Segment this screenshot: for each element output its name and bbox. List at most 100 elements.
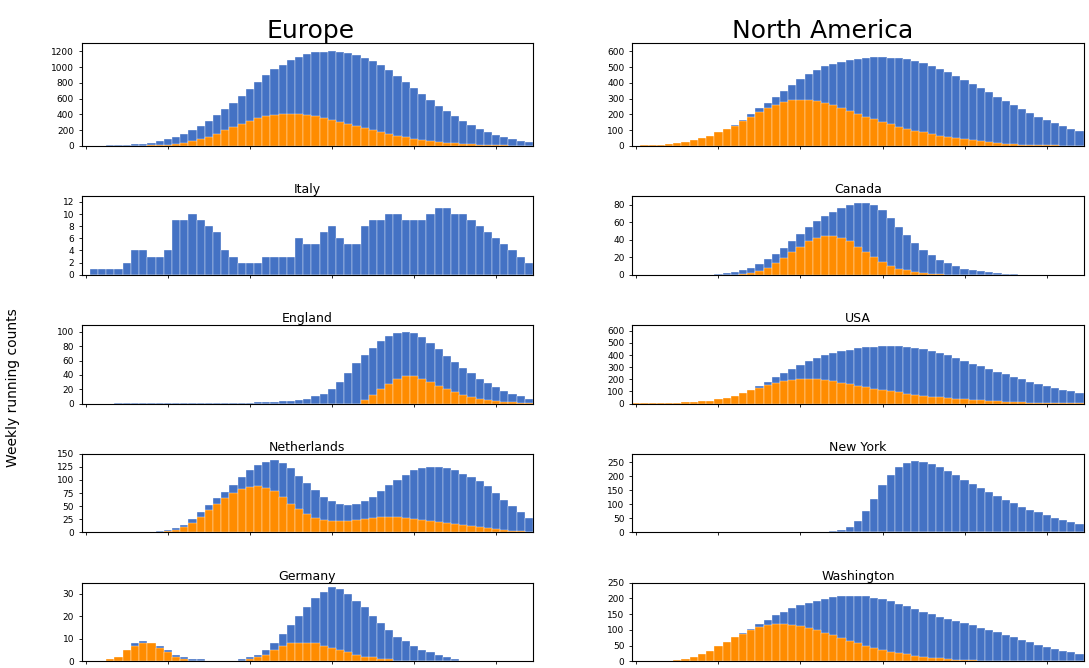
Bar <box>353 55 360 146</box>
Bar <box>451 144 460 146</box>
Bar <box>188 523 196 532</box>
Bar <box>879 390 886 403</box>
Bar <box>1018 402 1026 403</box>
Bar <box>780 373 788 403</box>
Bar <box>722 397 731 403</box>
Bar <box>722 642 731 661</box>
Bar <box>1026 643 1035 661</box>
Bar <box>360 607 369 661</box>
Bar <box>188 141 196 146</box>
Bar <box>492 238 500 275</box>
Bar <box>895 467 903 532</box>
Bar <box>886 601 895 661</box>
Bar <box>821 216 829 275</box>
Bar <box>845 241 854 275</box>
Bar <box>993 496 1002 532</box>
Bar <box>114 657 123 661</box>
Bar <box>369 617 377 661</box>
Bar <box>295 509 303 532</box>
Bar <box>262 75 270 146</box>
Bar <box>262 650 270 661</box>
Bar <box>246 263 254 275</box>
Bar <box>780 624 788 661</box>
Bar <box>156 645 163 661</box>
Bar <box>1067 522 1075 532</box>
Bar <box>360 501 369 532</box>
Bar <box>870 57 879 146</box>
Bar <box>163 250 172 275</box>
Bar <box>1018 640 1026 661</box>
Bar <box>418 468 426 532</box>
Bar <box>221 250 230 275</box>
Bar <box>952 621 960 661</box>
Bar <box>1010 637 1018 661</box>
Bar <box>443 657 451 661</box>
Bar <box>156 145 163 146</box>
Bar <box>952 266 960 275</box>
Bar <box>756 265 763 275</box>
Bar <box>435 385 443 403</box>
Bar <box>311 518 320 532</box>
Bar <box>1067 653 1075 661</box>
Bar <box>960 480 969 532</box>
Bar <box>986 142 993 146</box>
Bar <box>426 141 435 146</box>
Bar <box>714 132 722 146</box>
Bar <box>254 263 262 275</box>
Bar <box>796 379 805 403</box>
Bar <box>796 234 805 275</box>
Bar <box>460 395 467 403</box>
Bar <box>123 145 131 146</box>
Bar <box>1051 518 1059 532</box>
Bar <box>337 382 344 403</box>
Bar <box>205 510 213 532</box>
Bar <box>919 657 928 661</box>
Bar <box>451 392 460 403</box>
Bar <box>895 269 903 275</box>
Bar <box>837 597 845 661</box>
Bar <box>237 124 246 146</box>
Bar <box>928 351 935 403</box>
Bar <box>879 57 886 146</box>
Bar <box>386 383 393 403</box>
Bar <box>1042 386 1051 403</box>
Bar <box>903 129 911 146</box>
Bar <box>952 660 960 661</box>
Bar <box>426 100 435 146</box>
Bar <box>821 236 829 275</box>
Bar <box>369 395 377 403</box>
Bar <box>172 655 180 661</box>
Bar <box>114 269 123 275</box>
Bar <box>772 615 780 661</box>
Bar <box>903 59 911 146</box>
Bar <box>796 246 805 275</box>
Bar <box>772 383 780 403</box>
Bar <box>286 643 295 661</box>
Bar <box>935 353 944 403</box>
Bar <box>714 646 722 661</box>
Bar <box>262 655 270 661</box>
Bar <box>706 401 714 403</box>
Bar <box>205 226 213 275</box>
Title: England: England <box>282 312 333 325</box>
Bar <box>986 630 993 661</box>
Bar <box>279 497 286 532</box>
Bar <box>903 235 911 275</box>
Bar <box>237 263 246 275</box>
Bar <box>270 402 279 403</box>
Bar <box>311 490 320 532</box>
Bar <box>870 499 879 532</box>
Bar <box>344 521 353 532</box>
Bar <box>862 645 870 661</box>
Bar <box>409 376 418 403</box>
Bar <box>230 257 237 275</box>
Bar <box>829 597 837 661</box>
Bar <box>739 122 747 146</box>
Bar <box>172 528 180 532</box>
Bar <box>763 259 772 275</box>
Bar <box>993 97 1002 146</box>
Bar <box>673 143 682 146</box>
Bar <box>1075 524 1084 532</box>
Bar <box>246 657 254 661</box>
Bar <box>163 653 172 661</box>
